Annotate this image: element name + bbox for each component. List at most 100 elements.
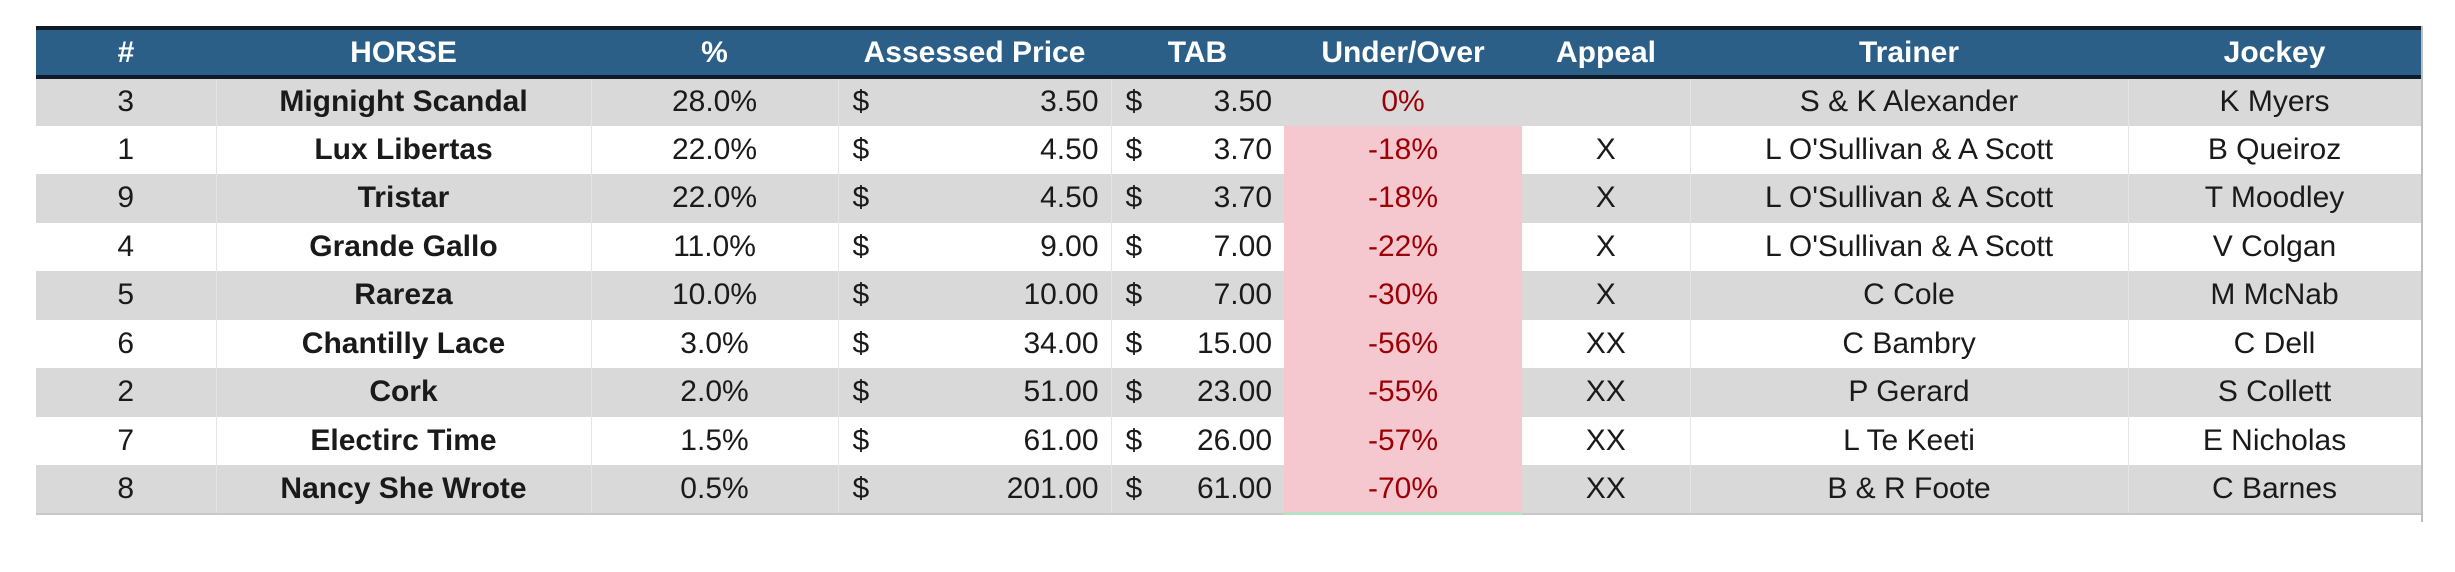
cell-horse[interactable]: Nancy She Wrote [216,465,592,515]
cell-appeal[interactable]: XX [1522,368,1691,417]
cell-tab-currency[interactable]: $ [1111,368,1152,417]
cell-horse[interactable]: Grande Gallo [216,222,592,271]
cell-assessed-currency[interactable]: $ [838,319,878,368]
cell-num[interactable]: 8 [36,465,217,515]
cell-tab-price[interactable]: 7.00 [1151,222,1285,271]
cell-appeal[interactable]: X [1522,222,1691,271]
cell-tab-price[interactable]: 23.00 [1151,368,1285,417]
cell-assessed-currency[interactable]: $ [838,222,878,271]
header-horse[interactable]: HORSE [216,26,591,79]
cell-jockey[interactable]: B Queiroz [2128,125,2422,174]
cell-trainer[interactable]: B & R Foote [1690,465,2129,515]
cell-assessed-currency[interactable]: $ [838,174,878,223]
cell-appeal[interactable]: X [1522,125,1691,174]
cell-assessed-price[interactable]: 9.00 [878,222,1112,271]
cell-assessed-price[interactable]: 10.00 [878,271,1112,320]
cell-tab-price[interactable]: 7.00 [1151,271,1285,320]
cell-num[interactable]: 1 [36,125,217,174]
cell-tab-currency[interactable]: $ [1111,174,1152,223]
cell-horse[interactable]: Chantilly Lace [216,319,592,368]
cell-tab-currency[interactable]: $ [1111,319,1152,368]
cell-percent[interactable]: 22.0% [591,174,839,223]
cell-percent[interactable]: 3.0% [591,319,839,368]
cell-assessed-price[interactable]: 201.00 [878,465,1112,515]
header-appeal[interactable]: Appeal [1522,26,1691,79]
cell-num[interactable]: 7 [36,416,217,465]
cell-under-over[interactable]: -22% [1284,222,1523,271]
cell-assessed-price[interactable]: 3.50 [878,77,1112,126]
cell-percent[interactable]: 1.5% [591,416,839,465]
cell-appeal[interactable]: XX [1522,416,1691,465]
cell-under-over[interactable]: -18% [1284,125,1523,174]
cell-tab-currency[interactable]: $ [1111,416,1152,465]
cell-assessed-price[interactable]: 4.50 [878,125,1112,174]
cell-assessed-currency[interactable]: $ [838,125,878,174]
cell-assessed-currency[interactable]: $ [838,368,878,417]
cell-trainer[interactable]: C Cole [1690,271,2129,320]
cell-under-over[interactable]: -57% [1284,416,1523,465]
cell-tab-price[interactable]: 3.70 [1151,174,1285,223]
cell-assessed-price[interactable]: 51.00 [878,368,1112,417]
cell-num[interactable]: 4 [36,222,217,271]
cell-trainer[interactable]: C Bambry [1690,319,2129,368]
cell-trainer[interactable]: L O'Sullivan & A Scott [1690,174,2129,223]
cell-assessed-currency[interactable]: $ [838,416,878,465]
cell-assessed-price[interactable]: 61.00 [878,416,1112,465]
cell-under-over[interactable]: 0% [1284,77,1523,126]
cell-under-over[interactable]: -56% [1284,319,1523,368]
cell-under-over[interactable]: -70% [1284,465,1523,515]
cell-horse[interactable]: Tristar [216,174,592,223]
cell-jockey[interactable]: V Colgan [2128,222,2422,271]
header-tab[interactable]: TAB [1111,26,1285,79]
cell-trainer[interactable]: L O'Sullivan & A Scott [1690,125,2129,174]
cell-appeal[interactable] [1522,77,1691,126]
cell-tab-price[interactable]: 26.00 [1151,416,1285,465]
cell-tab-price[interactable]: 15.00 [1151,319,1285,368]
cell-horse[interactable]: Rareza [216,271,592,320]
cell-tab-price[interactable]: 3.50 [1151,77,1285,126]
cell-percent[interactable]: 2.0% [591,368,839,417]
cell-num[interactable]: 2 [36,368,217,417]
cell-percent[interactable]: 10.0% [591,271,839,320]
cell-appeal[interactable]: X [1522,174,1691,223]
cell-num[interactable]: 5 [36,271,217,320]
cell-jockey[interactable]: C Barnes [2128,465,2422,515]
cell-appeal[interactable]: X [1522,271,1691,320]
cell-under-over[interactable]: -30% [1284,271,1523,320]
cell-assessed-currency[interactable]: $ [838,271,878,320]
cell-num[interactable]: 3 [36,77,217,126]
cell-under-over[interactable]: -18% [1284,174,1523,223]
cell-horse[interactable]: Lux Libertas [216,125,592,174]
cell-trainer[interactable]: L Te Keeti [1690,416,2129,465]
header-jockey[interactable]: Jockey [2128,26,2422,79]
cell-appeal[interactable]: XX [1522,319,1691,368]
cell-horse[interactable]: Mignight Scandal [216,77,592,126]
cell-jockey[interactable]: M McNab [2128,271,2422,320]
cell-percent[interactable]: 0.5% [591,465,839,515]
cell-trainer[interactable]: P Gerard [1690,368,2129,417]
cell-assessed-currency[interactable]: $ [838,465,878,515]
cell-percent[interactable]: 22.0% [591,125,839,174]
cell-assessed-currency[interactable]: $ [838,77,878,126]
header-num[interactable]: # [36,26,216,79]
cell-tab-currency[interactable]: $ [1111,465,1152,515]
cell-assessed-price[interactable]: 34.00 [878,319,1112,368]
cell-trainer[interactable]: L O'Sullivan & A Scott [1690,222,2129,271]
cell-percent[interactable]: 28.0% [591,77,839,126]
cell-horse[interactable]: Electirc Time [216,416,592,465]
cell-tab-currency[interactable]: $ [1111,222,1152,271]
cell-appeal[interactable]: XX [1522,465,1691,515]
cell-num[interactable]: 9 [36,174,217,223]
cell-jockey[interactable]: S Collett [2128,368,2422,417]
cell-tab-currency[interactable]: $ [1111,271,1152,320]
header-under-over[interactable]: Under/Over [1284,26,1523,79]
cell-num[interactable]: 6 [36,319,217,368]
cell-percent[interactable]: 11.0% [591,222,839,271]
cell-tab-currency[interactable]: $ [1111,125,1152,174]
cell-jockey[interactable]: K Myers [2128,77,2422,126]
cell-tab-currency[interactable]: $ [1111,77,1152,126]
cell-horse[interactable]: Cork [216,368,592,417]
cell-tab-price[interactable]: 3.70 [1151,125,1285,174]
header-percent[interactable]: % [591,26,838,79]
header-assessed-price[interactable]: Assessed Price [838,26,1112,79]
